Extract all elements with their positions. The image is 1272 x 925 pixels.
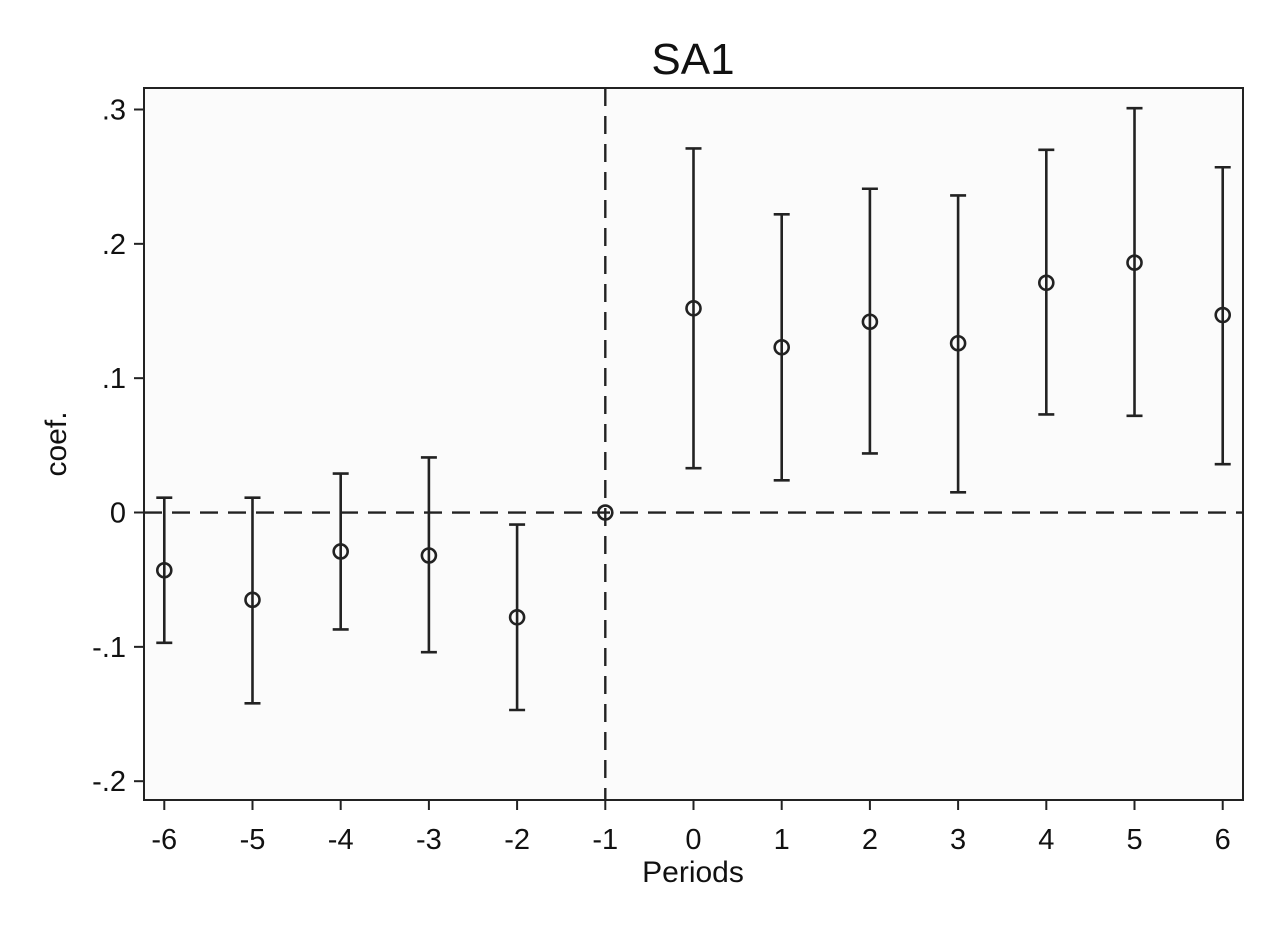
point-estimate [949,334,967,352]
x-tick-label: 3 [950,824,966,856]
x-tick-label: 0 [685,824,701,856]
x-tick-label: 5 [1126,824,1142,856]
x-tick-label: -5 [240,824,266,856]
y-axis-label: coef. [40,411,73,476]
x-axis: -6 -5 -4 -3 -2 -1 0 1 2 3 4 5 6 [151,800,1231,856]
point-estimate [420,547,438,564]
x-tick-label: -2 [504,824,530,856]
chart-title: SA1 [651,35,734,84]
point-estimate [332,543,349,560]
point-estimate [155,561,173,579]
y-tick-label: .2 [102,229,126,261]
point-estimate [773,338,791,356]
reference-lines [144,88,1243,800]
x-tick-label: -3 [416,824,442,856]
point-estimate [244,591,261,609]
y-tick-label: .3 [102,94,126,126]
point-estimate [508,608,526,626]
point-estimate [1126,254,1143,271]
y-tick-label: -.1 [92,632,126,664]
point-estimate [596,504,614,521]
x-tick-label: -4 [328,824,354,856]
y-axis: -.2 -.1 0 .1 .2 .3 [92,94,144,798]
y-tick-label: 0 [110,498,126,530]
data-marks [155,106,1232,712]
y-tick-label: .1 [102,363,126,395]
x-tick-label: -1 [592,824,618,856]
point-estimate [685,300,702,317]
x-tick-label: 2 [862,824,878,856]
x-tick-label: 6 [1215,824,1231,856]
point-estimate [861,313,879,331]
x-axis-label: Periods [642,856,744,889]
x-tick-label: 1 [774,824,790,856]
point-estimate [1038,274,1055,292]
point-estimate [1214,306,1232,324]
y-tick-label: -.2 [92,766,126,798]
x-tick-label: -6 [151,824,177,856]
x-tick-label: 4 [1038,824,1054,856]
